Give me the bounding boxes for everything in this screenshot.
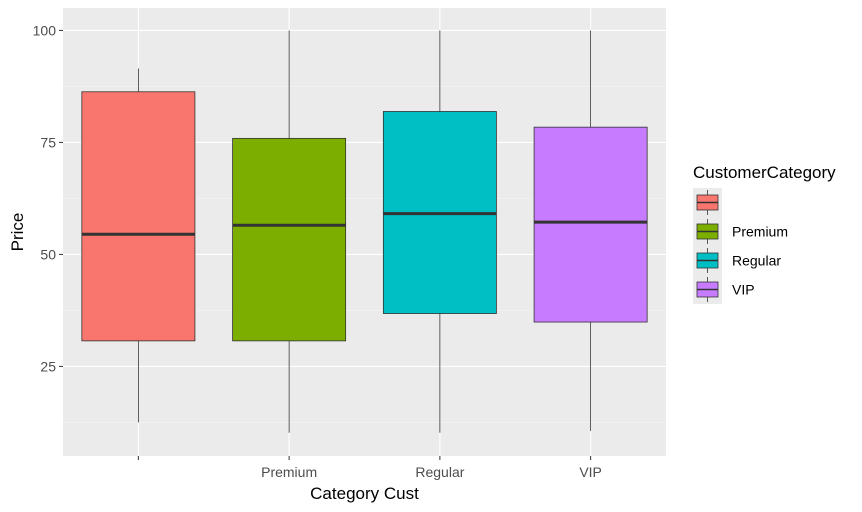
x-axis-title: Category Cust	[310, 484, 419, 503]
box-rect	[232, 137, 347, 342]
y-tick-label: 100	[33, 22, 57, 38]
box-vip	[533, 30, 648, 431]
box-series	[81, 30, 648, 433]
legend-items: Premium Regular VIP	[693, 188, 788, 304]
y-tick-label: 50	[40, 246, 56, 262]
box-rect	[81, 91, 196, 342]
y-axis: 25 50 75 100	[33, 22, 63, 374]
legend-title: CustomerCategory	[693, 163, 836, 182]
box-regular	[382, 30, 497, 433]
legend-item: VIP	[693, 275, 755, 304]
y-tick-label: 75	[40, 134, 56, 150]
box-blank	[81, 68, 196, 423]
legend-item: Regular	[693, 246, 781, 275]
box-premium	[232, 30, 347, 433]
legend-item: Premium	[693, 217, 788, 246]
x-tick-label: VIP	[579, 464, 602, 480]
y-tick-label: 25	[40, 358, 56, 374]
legend-item-label: Regular	[732, 253, 781, 269]
x-axis: Premium Regular VIP	[137, 456, 602, 480]
y-axis-title: Price	[8, 213, 27, 252]
legend-item-label: VIP	[732, 282, 755, 298]
legend-item	[693, 188, 722, 217]
x-tick-label: Regular	[415, 464, 464, 480]
box-rect	[533, 126, 648, 323]
legend: CustomerCategory Premium Regular VIP	[688, 158, 853, 308]
x-tick-label: Premium	[261, 464, 317, 480]
legend-item-label: Premium	[732, 224, 788, 240]
